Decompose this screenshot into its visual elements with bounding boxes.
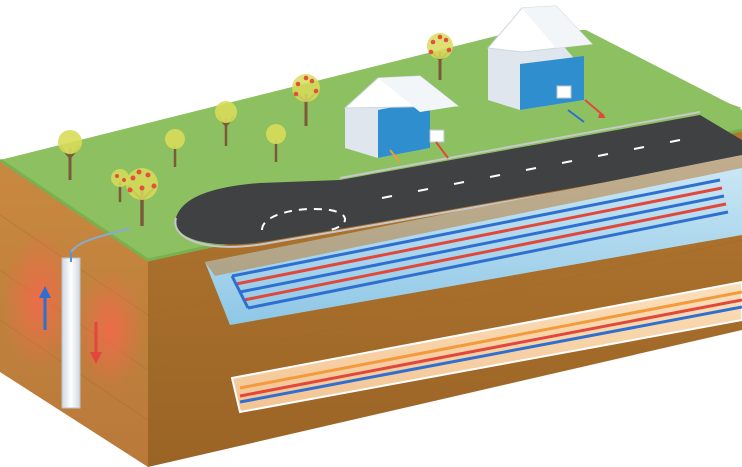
cul-de-sac-marking bbox=[261, 208, 346, 231]
road-lane-markings bbox=[381, 139, 681, 199]
well-feed-line bbox=[70, 227, 131, 253]
arrow-up-icon bbox=[39, 286, 51, 330]
well-heat-glow-right bbox=[76, 270, 144, 390]
well-heat-glow-left bbox=[2, 230, 78, 370]
house-icon bbox=[343, 75, 460, 163]
deciduous-tree-icon bbox=[215, 101, 237, 146]
horizontal-loop-pipes bbox=[230, 178, 729, 310]
deciduous-tree-icon bbox=[111, 169, 129, 202]
deciduous-tree-icon bbox=[58, 130, 82, 180]
house-icon bbox=[487, 5, 606, 123]
deciduous-tree-icon bbox=[292, 74, 320, 126]
deciduous-tree-icon bbox=[165, 129, 185, 167]
trench-soil-lip bbox=[205, 155, 742, 276]
deep-bore-pipes bbox=[239, 290, 742, 404]
deciduous-tree-icon bbox=[126, 168, 158, 226]
road bbox=[175, 115, 742, 245]
deciduous-tree-icon bbox=[427, 33, 453, 80]
road-curb bbox=[174, 111, 742, 248]
deciduous-tree-icon bbox=[266, 124, 286, 162]
vertical-well-bore bbox=[61, 257, 81, 409]
arrow-down-icon bbox=[90, 322, 102, 364]
